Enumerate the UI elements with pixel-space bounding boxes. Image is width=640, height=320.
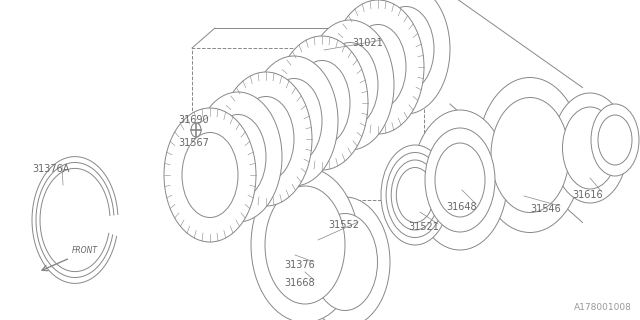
Ellipse shape (491, 98, 569, 212)
Ellipse shape (194, 92, 282, 222)
Ellipse shape (164, 108, 256, 242)
Ellipse shape (396, 167, 434, 222)
Ellipse shape (294, 60, 350, 146)
Text: 31546: 31546 (530, 204, 561, 214)
Text: A178001008: A178001008 (574, 303, 632, 312)
Ellipse shape (312, 213, 378, 310)
Ellipse shape (238, 97, 294, 181)
Ellipse shape (425, 128, 495, 232)
Ellipse shape (413, 110, 508, 250)
Ellipse shape (563, 107, 618, 189)
Ellipse shape (378, 6, 434, 92)
Ellipse shape (276, 36, 368, 170)
Text: 31648: 31648 (446, 202, 477, 212)
Ellipse shape (306, 20, 394, 150)
Ellipse shape (591, 104, 639, 176)
Ellipse shape (477, 77, 582, 233)
Ellipse shape (362, 0, 450, 114)
Text: 31021: 31021 (352, 38, 383, 48)
Ellipse shape (435, 143, 485, 217)
Ellipse shape (191, 123, 201, 137)
Ellipse shape (210, 115, 266, 199)
Ellipse shape (300, 197, 390, 320)
Ellipse shape (251, 167, 359, 320)
Text: 31567: 31567 (178, 138, 209, 148)
Ellipse shape (386, 153, 444, 237)
Ellipse shape (250, 56, 338, 186)
Text: 31521: 31521 (408, 222, 439, 232)
Ellipse shape (322, 43, 378, 127)
Text: 31376A: 31376A (32, 164, 69, 174)
Text: 31616: 31616 (572, 190, 603, 200)
Text: 31668: 31668 (284, 278, 315, 288)
Ellipse shape (266, 78, 322, 164)
Ellipse shape (552, 93, 627, 203)
Text: 31690: 31690 (178, 115, 209, 125)
Ellipse shape (220, 72, 312, 206)
Text: 31376: 31376 (284, 260, 315, 270)
Ellipse shape (598, 115, 632, 165)
Text: 31552: 31552 (328, 220, 359, 230)
Ellipse shape (350, 25, 406, 109)
Ellipse shape (381, 145, 449, 245)
Ellipse shape (391, 160, 439, 230)
Text: FRONT: FRONT (72, 246, 98, 255)
Ellipse shape (182, 132, 238, 218)
Ellipse shape (265, 186, 345, 304)
Ellipse shape (332, 0, 424, 134)
